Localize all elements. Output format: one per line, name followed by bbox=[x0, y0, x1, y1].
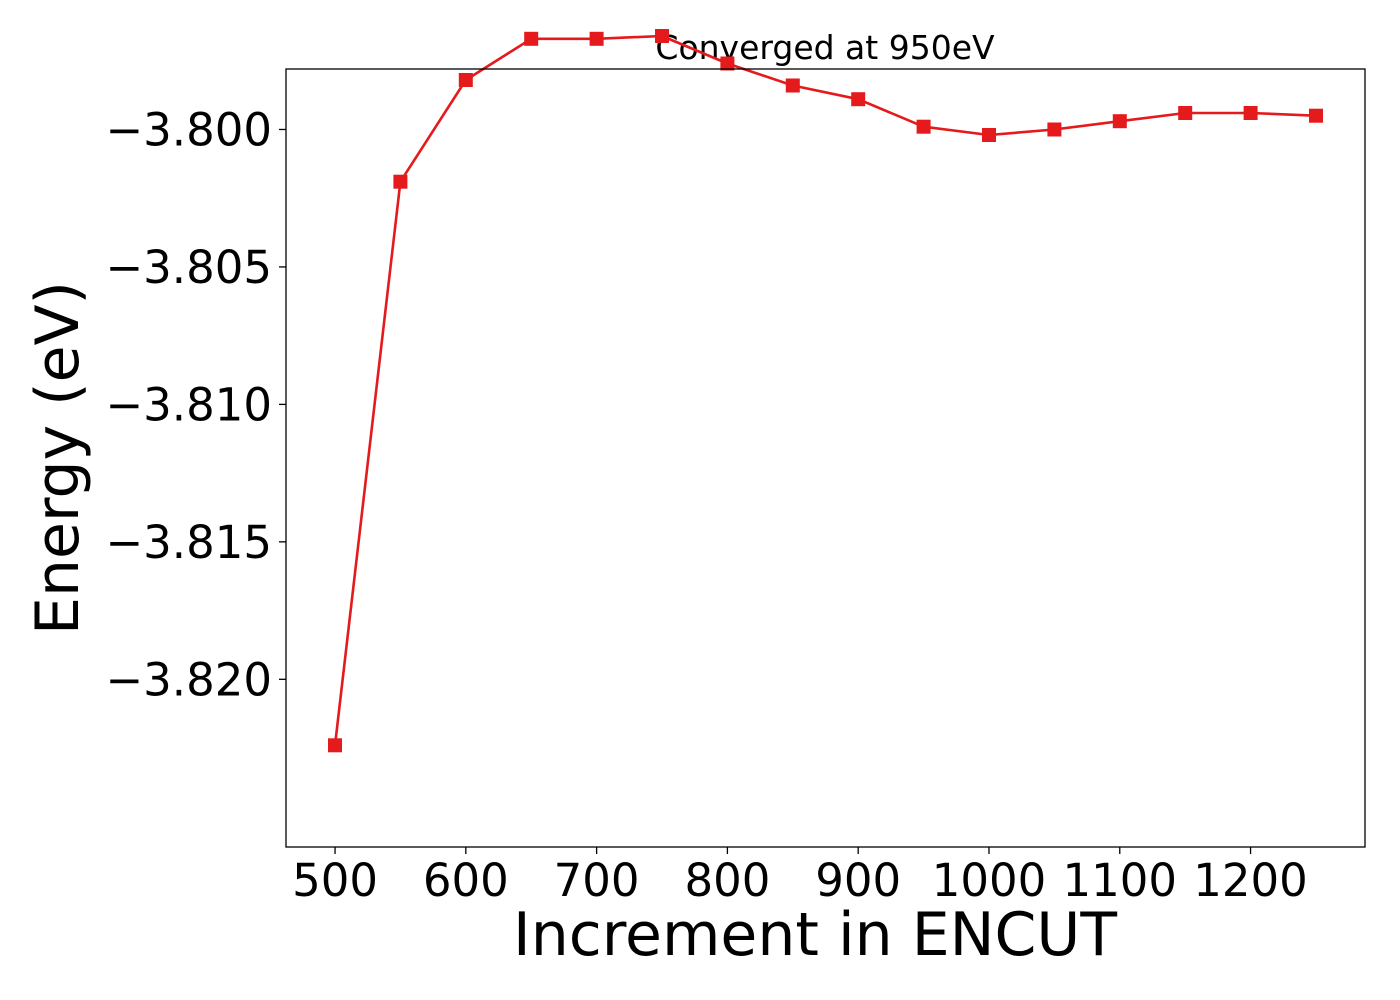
y-tick-label: −3.815 bbox=[105, 516, 272, 569]
data-point-marker bbox=[982, 128, 996, 142]
y-axis: −3.820 −3.815 −3.810 −3.805 −3.800 bbox=[105, 103, 286, 706]
y-tick-label: −3.800 bbox=[105, 103, 272, 156]
y-tick-label: −3.820 bbox=[105, 653, 272, 706]
x-tick-label: 1200 bbox=[1193, 854, 1308, 907]
data-point-marker bbox=[393, 174, 408, 189]
data-point-marker bbox=[1243, 106, 1258, 120]
axes-frame bbox=[285, 68, 1366, 848]
x-tick-label: 600 bbox=[423, 854, 509, 907]
series-line-0 bbox=[333, 34, 1317, 746]
data-point-marker bbox=[851, 92, 866, 107]
data-point-marker bbox=[720, 56, 735, 71]
plot-area bbox=[328, 29, 1323, 753]
x-tick-label: 1000 bbox=[932, 854, 1047, 907]
data-point-marker bbox=[1112, 114, 1127, 129]
x-tick-label: 900 bbox=[815, 854, 901, 907]
data-point-marker bbox=[1178, 106, 1193, 120]
y-tick-label: −3.810 bbox=[105, 378, 272, 431]
y-axis-label: Energy (eV) bbox=[23, 281, 93, 635]
y-tick-label: −3.805 bbox=[105, 241, 272, 294]
data-point-marker bbox=[655, 29, 669, 43]
x-axis-label: Increment in ENCUT bbox=[513, 900, 1117, 970]
x-tick-label: 500 bbox=[292, 854, 378, 907]
data-point-marker bbox=[785, 78, 800, 93]
x-tick-label: 700 bbox=[554, 854, 640, 907]
data-point-marker bbox=[328, 738, 342, 753]
x-tick-label: 800 bbox=[684, 854, 770, 907]
chart-title: Converged at 950eV bbox=[655, 28, 995, 67]
data-point-marker bbox=[1047, 122, 1062, 137]
data-point-marker bbox=[589, 31, 604, 46]
data-point-marker bbox=[524, 31, 539, 46]
data-point-marker bbox=[1309, 108, 1323, 123]
data-point-marker bbox=[458, 73, 473, 87]
data-point-marker bbox=[916, 119, 931, 134]
x-tick-label: 1100 bbox=[1063, 854, 1178, 907]
x-axis: 500 600 700 800 900 1000 1100 1200 bbox=[292, 847, 1308, 907]
